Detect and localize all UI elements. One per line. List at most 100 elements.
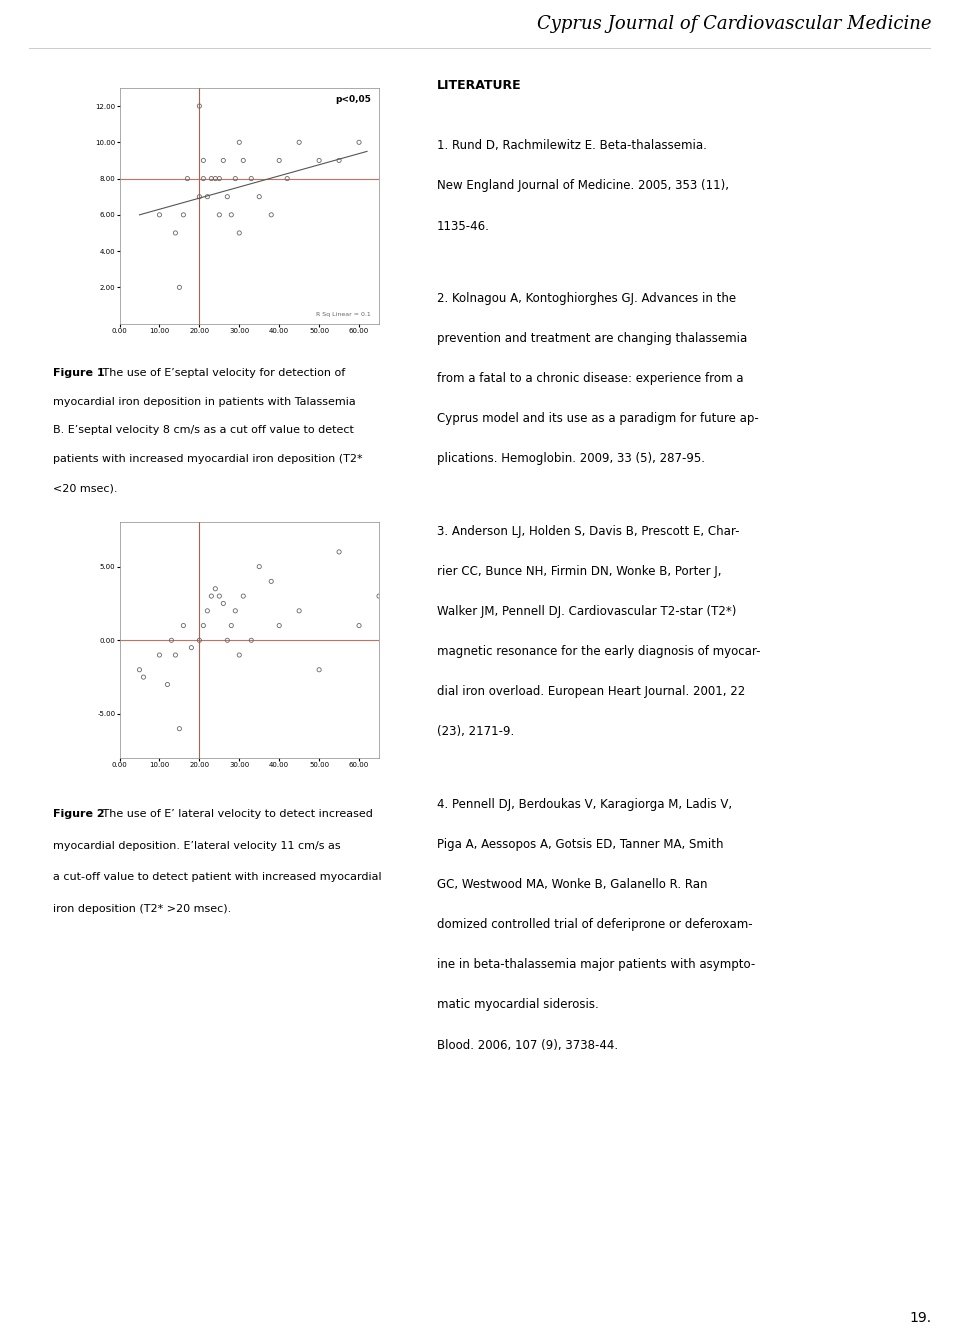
Point [224, 205, 239, 226]
Point [168, 222, 183, 243]
Point [196, 150, 211, 171]
Text: ine in beta-thalassemia major patients with asympto-: ine in beta-thalassemia major patients w… [437, 959, 756, 971]
Text: from a fatal to a chronic disease: experience from a: from a fatal to a chronic disease: exper… [437, 372, 743, 385]
Text: Cyprus Journal of Cardiovascular Medicine: Cyprus Journal of Cardiovascular Medicin… [537, 15, 931, 33]
Point [231, 131, 247, 152]
Text: myocardial deposition. E’lateral velocity 11 cm/s as: myocardial deposition. E’lateral velocit… [53, 841, 341, 850]
Text: T2*: T2* [241, 345, 262, 356]
Text: patients with increased myocardial iron deposition (T2*: patients with increased myocardial iron … [53, 455, 363, 464]
Point [176, 205, 191, 226]
Text: dial iron overload. European Heart Journal. 2001, 22: dial iron overload. European Heart Journ… [437, 686, 745, 698]
Text: rier CC, Bunce NH, Firmin DN, Wonke B, Porter J,: rier CC, Bunce NH, Firmin DN, Wonke B, P… [437, 564, 721, 578]
Text: B. E’septal velocity 8 cm/s as a cut off value to detect: B. E’septal velocity 8 cm/s as a cut off… [53, 425, 353, 436]
Point [264, 205, 279, 226]
Point [207, 578, 223, 599]
Text: prevention and treatment are changing thalassemia: prevention and treatment are changing th… [437, 332, 747, 345]
Point [204, 168, 219, 190]
Point [183, 636, 199, 658]
Text: Figure 2: Figure 2 [53, 809, 105, 818]
Point [207, 168, 223, 190]
Point [152, 205, 167, 226]
Point [216, 150, 231, 171]
Text: matic myocardial siderosis.: matic myocardial siderosis. [437, 999, 598, 1012]
Text: E’ septal: E’ septal [75, 187, 85, 235]
Point [132, 659, 147, 681]
Point [228, 600, 243, 622]
Text: 1135-46.: 1135-46. [437, 219, 490, 233]
Text: Walker JM, Pennell DJ. Cardiovascular T2-star (T2*): Walker JM, Pennell DJ. Cardiovascular T2… [437, 604, 736, 618]
Text: New England Journal of Medicine. 2005, 353 (11),: New England Journal of Medicine. 2005, 3… [437, 179, 729, 193]
Text: magnetic resonance for the early diagnosis of myocar-: magnetic resonance for the early diagnos… [437, 646, 760, 658]
Point [252, 186, 267, 207]
Point [168, 644, 183, 666]
Text: 3. Anderson LJ, Holden S, Davis B, Prescott E, Char-: 3. Anderson LJ, Holden S, Davis B, Presc… [437, 524, 739, 537]
Point [231, 644, 247, 666]
Point [311, 150, 326, 171]
Point [211, 205, 227, 226]
Point [196, 615, 211, 636]
Text: GC, Westwood MA, Wonke B, Galanello R. Ran: GC, Westwood MA, Wonke B, Galanello R. R… [437, 878, 708, 890]
Text: Piga A, Aessopos A, Gotsis ED, Tanner MA, Smith: Piga A, Aessopos A, Gotsis ED, Tanner MA… [437, 838, 723, 850]
Text: 2. Kolnagou A, Kontoghiorghes GJ. Advances in the: 2. Kolnagou A, Kontoghiorghes GJ. Advanc… [437, 291, 736, 305]
Point [331, 150, 347, 171]
Point [180, 168, 195, 190]
Text: Blood. 2006, 107 (9), 3738-44.: Blood. 2006, 107 (9), 3738-44. [437, 1039, 618, 1052]
Point [192, 186, 207, 207]
Point [279, 168, 295, 190]
Point [272, 150, 287, 171]
Point [351, 615, 367, 636]
Point [204, 586, 219, 607]
Text: The use of E’ lateral velocity to detect increased: The use of E’ lateral velocity to detect… [99, 809, 372, 818]
Point [235, 150, 251, 171]
Point [244, 168, 259, 190]
Point [159, 674, 175, 695]
Text: R Sq Linear = 0.1: R Sq Linear = 0.1 [317, 312, 372, 317]
Point [176, 615, 191, 636]
Text: Figure 1: Figure 1 [53, 368, 105, 377]
Point [196, 168, 211, 190]
Point [200, 600, 215, 622]
Text: myocardial iron deposition in patients with Talassemia: myocardial iron deposition in patients w… [53, 397, 355, 406]
Text: Cyprus model and its use as a paradigm for future ap-: Cyprus model and its use as a paradigm f… [437, 412, 758, 425]
Point [200, 186, 215, 207]
Point [372, 586, 387, 607]
Point [351, 131, 367, 152]
Point [224, 615, 239, 636]
Text: LITERATURE: LITERATURE [437, 79, 521, 92]
Point [292, 131, 307, 152]
Point [152, 644, 167, 666]
Text: 4. Pennell DJ, Berdoukas V, Karagiorga M, Ladis V,: 4. Pennell DJ, Berdoukas V, Karagiorga M… [437, 798, 732, 810]
Point [192, 630, 207, 651]
Point [172, 277, 187, 298]
Text: iron deposition (T2* >20 msec).: iron deposition (T2* >20 msec). [53, 904, 231, 915]
Point [211, 586, 227, 607]
Text: 19.: 19. [909, 1312, 931, 1325]
Text: plications. Hemoglobin. 2009, 33 (5), 287-95.: plications. Hemoglobin. 2009, 33 (5), 28… [437, 452, 705, 465]
Point [252, 556, 267, 578]
Text: T2*: T2* [241, 779, 262, 790]
Point [311, 659, 326, 681]
Point [172, 718, 187, 739]
Text: The use of E’septal velocity for detection of: The use of E’septal velocity for detecti… [99, 368, 346, 377]
Text: domized controlled trial of deferiprone or deferoxam-: domized controlled trial of deferiprone … [437, 919, 753, 931]
Point [216, 592, 231, 614]
Point [211, 168, 227, 190]
Text: p<0,05: p<0,05 [335, 95, 372, 104]
Text: <20 msec).: <20 msec). [53, 483, 117, 493]
Point [235, 586, 251, 607]
Text: a cut-off value to detect patient with increased myocardial: a cut-off value to detect patient with i… [53, 873, 381, 882]
Point [192, 95, 207, 116]
Point [164, 630, 180, 651]
Point [292, 600, 307, 622]
Text: (23), 2171-9.: (23), 2171-9. [437, 726, 514, 738]
Text: 1. Rund D, Rachmilewitz E. Beta-thalassemia.: 1. Rund D, Rachmilewitz E. Beta-thalasse… [437, 139, 707, 152]
Point [220, 186, 235, 207]
Point [244, 630, 259, 651]
Point [135, 666, 151, 687]
Point [264, 571, 279, 592]
Point [272, 615, 287, 636]
Point [231, 222, 247, 243]
Point [220, 630, 235, 651]
Point [228, 168, 243, 190]
Point [331, 541, 347, 563]
